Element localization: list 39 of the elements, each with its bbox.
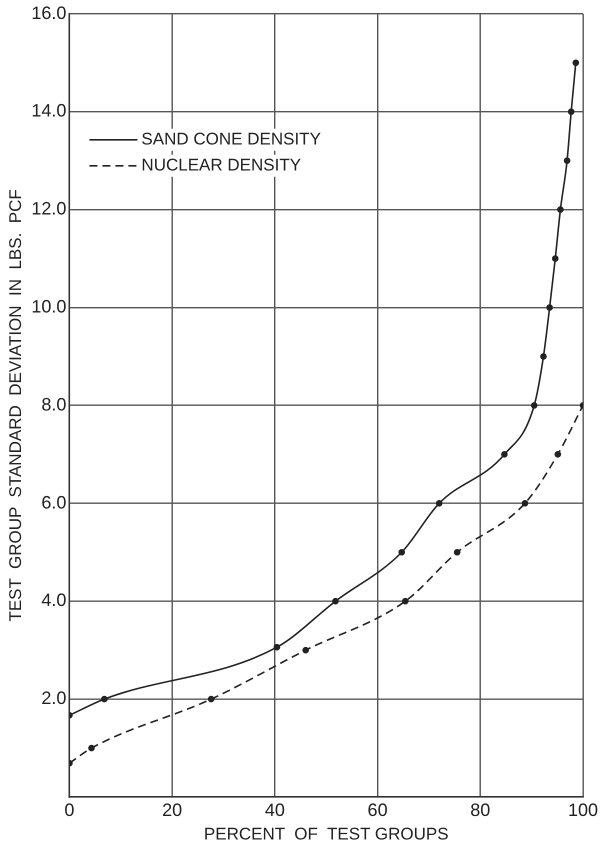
point <box>522 500 528 507</box>
point <box>557 206 564 213</box>
y-tick-label: 14.0 <box>31 100 66 121</box>
y-tick-label: 12.0 <box>31 198 66 219</box>
x-tick-label: 40 <box>264 800 285 820</box>
x-tick-label: 20 <box>162 800 182 820</box>
x-tick-label: 100 <box>568 800 598 820</box>
point <box>302 646 309 654</box>
point <box>554 451 562 458</box>
point <box>568 108 574 115</box>
y-tick-label: 16.0 <box>31 2 66 23</box>
x-tick-label: 80 <box>470 800 490 820</box>
y-axis-title: TEST GROUP STANDARD DEVIATION IN LBS. PCF <box>6 189 25 622</box>
point <box>402 598 409 604</box>
y-tick-label: 4.0 <box>41 590 66 610</box>
point <box>101 696 108 702</box>
point <box>398 548 406 556</box>
point <box>332 598 339 604</box>
y-tick-label: 10.0 <box>31 296 66 316</box>
point <box>501 451 508 458</box>
y-tick-label: 6.0 <box>41 492 66 512</box>
point <box>564 157 570 164</box>
point <box>274 644 280 651</box>
point <box>88 744 95 752</box>
point <box>546 304 553 311</box>
point <box>530 402 538 409</box>
x-axis-title: PERCENT OF TEST GROUPS <box>204 824 449 844</box>
legend-label: SAND CONE DENSITY <box>141 129 321 148</box>
point <box>572 59 580 66</box>
x-tick-label: 60 <box>368 800 388 820</box>
point <box>208 696 214 702</box>
point <box>454 548 460 556</box>
x-tick-label: 0 <box>64 800 74 820</box>
y-tick-label: 8.0 <box>41 394 66 414</box>
point <box>436 500 442 507</box>
point <box>540 353 547 360</box>
legend-label: NUCLEAR DENSITY <box>141 155 302 174</box>
point <box>552 255 559 262</box>
y-tick-label: 2.0 <box>41 688 66 708</box>
